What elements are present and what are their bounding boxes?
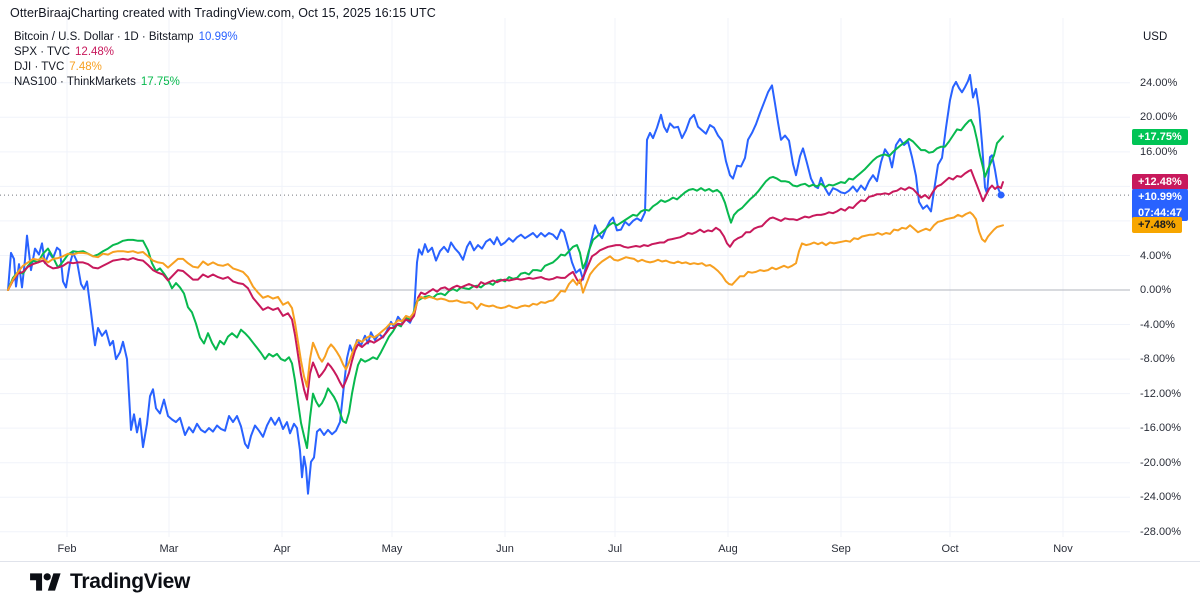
badge-countdown: 07:44:47 [1138, 207, 1183, 220]
price-tick-label: -4.00% [1140, 318, 1175, 331]
price-badge-7.48[interactable]: +7.48% [1132, 217, 1182, 234]
price-tick-label: 20.00% [1140, 111, 1178, 124]
month-label-jun: Jun [496, 543, 514, 555]
month-label-may: May [381, 543, 403, 555]
month-label-jul: Jul [607, 543, 623, 555]
badge-value: +10.99% [1138, 191, 1182, 204]
legend-item-btcusd[interactable]: Bitcoin / U.S. Dollar · 1D · Bitstamp 10.… [14, 30, 238, 45]
symbol-legend: Bitcoin / U.S. Dollar · 1D · Bitstamp 10.… [14, 30, 238, 90]
spx-series-line[interactable] [7, 169, 1004, 401]
badge-value: +17.75% [1138, 130, 1182, 143]
legend-change-value: 7.48% [69, 61, 102, 73]
price-axis-currency-label: USD [1143, 31, 1168, 43]
month-label-feb: Feb [57, 543, 77, 555]
price-tick-label: -12.00% [1140, 387, 1181, 400]
price-badge-12.48[interactable]: +12.48% [1132, 174, 1188, 191]
legend-change-value: 10.99% [198, 31, 238, 43]
price-tick-label: -24.00% [1140, 491, 1181, 504]
month-label-apr: Apr [273, 543, 291, 555]
price-badge-10.99[interactable]: +10.99% 07:44:47 [1132, 189, 1189, 222]
price-tick-label: -20.00% [1140, 456, 1181, 469]
price-tick-label: -8.00% [1140, 353, 1175, 366]
price-tick-label: -16.00% [1140, 422, 1181, 435]
month-label-sep: Sep [831, 543, 851, 555]
legend-symbol-title: Bitcoin / U.S. Dollar · 1D · Bitstamp [14, 31, 194, 43]
nas100-series-line[interactable] [7, 118, 1004, 449]
month-label-aug: Aug [718, 543, 738, 555]
legend-item-nas100[interactable]: NAS100 · ThinkMarkets 17.75% [14, 75, 238, 90]
price-badge-17.75[interactable]: +17.75% [1132, 128, 1188, 145]
price-tick-label: -28.00% [1140, 525, 1181, 538]
legend-change-value: 12.48% [75, 46, 115, 58]
legend-symbol-title: DJI · TVC [14, 61, 65, 73]
tradingview-icon [30, 573, 61, 591]
footer-divider [0, 561, 1200, 562]
month-label-mar: Mar [159, 543, 179, 555]
legend-change-value: 17.75% [140, 76, 180, 88]
tradingview-brand-text: TradingView [70, 570, 191, 593]
price-tick-label: 4.00% [1140, 249, 1172, 262]
badge-value: +12.48% [1138, 176, 1182, 189]
legend-item-dji[interactable]: DJI · TVC 7.48% [14, 60, 238, 75]
price-tick-label: 24.00% [1140, 76, 1178, 89]
badge-value: +7.48% [1138, 219, 1176, 232]
chart-attribution: OtterBiraajCharting created with Trading… [10, 6, 436, 20]
dji-series-line[interactable] [7, 211, 1004, 388]
legend-symbol-title: NAS100 · ThinkMarkets [14, 76, 136, 88]
last-price-marker [997, 191, 1005, 199]
month-label-nov: Nov [1053, 543, 1073, 555]
month-label-oct: Oct [941, 543, 959, 555]
btcusd-series-line[interactable] [7, 74, 1002, 495]
tradingview-footer-logo[interactable]: TradingView [30, 570, 190, 594]
price-tick-label: 0.00% [1140, 284, 1172, 296]
legend-symbol-title: SPX · TVC [14, 46, 71, 58]
price-tick-label: 16.00% [1140, 145, 1178, 158]
legend-item-spx[interactable]: SPX · TVC 12.48% [14, 45, 238, 60]
